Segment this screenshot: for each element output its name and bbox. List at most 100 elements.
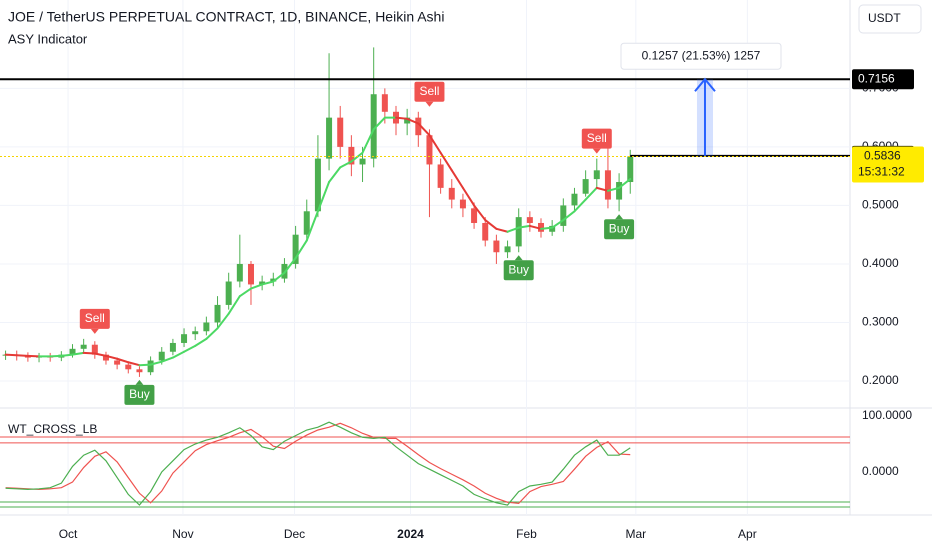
x-tick-label: Dec — [284, 527, 305, 541]
candle-body — [147, 360, 154, 373]
candle-body — [114, 360, 121, 365]
ma-segment — [606, 186, 621, 192]
ma-segment — [149, 360, 163, 366]
candle-body — [337, 117, 344, 147]
ma-segment — [428, 134, 442, 154]
ma-segment — [249, 283, 264, 290]
ma-segment — [71, 351, 85, 356]
candle-body — [303, 211, 310, 235]
last-price-box — [852, 146, 924, 183]
ma-segment — [272, 271, 286, 283]
signal-pointer — [615, 214, 624, 220]
countdown: 15:31:32 — [858, 165, 905, 179]
currency-box[interactable] — [858, 4, 922, 34]
ma-segment — [350, 151, 364, 163]
ma-segment — [484, 219, 498, 230]
signal-label: Sell — [85, 311, 105, 325]
signal-pointer — [425, 101, 434, 107]
candle-body — [504, 246, 511, 253]
plot: 0.20000.30000.40000.50000.60000.7000OctN… — [0, 0, 924, 541]
signal-label: Sell — [419, 84, 439, 98]
ma-segment — [584, 186, 598, 201]
candle-body — [582, 179, 589, 194]
signal-label: Buy — [609, 221, 630, 235]
ma-segment — [495, 227, 509, 233]
ma-segment — [283, 257, 297, 274]
ma-segment — [328, 166, 342, 184]
candle-body — [448, 187, 455, 200]
ma-segment — [227, 295, 241, 315]
candle-body — [236, 263, 243, 282]
ma-segment — [15, 354, 29, 357]
chart-subtitle: ASY Indicator — [8, 31, 88, 46]
candle-body — [259, 281, 266, 285]
ma-segment — [595, 186, 609, 192]
candle-body — [459, 199, 466, 209]
ma-segment — [551, 219, 565, 229]
y-tick-label: 0.5000 — [862, 198, 899, 212]
ma-segment — [473, 204, 487, 222]
ma-segment — [216, 312, 230, 330]
signal-label-box — [124, 384, 155, 405]
candle-body — [102, 354, 109, 361]
signal-pointer — [90, 328, 99, 334]
signal-label-box — [604, 219, 635, 240]
ma-segment — [183, 344, 197, 353]
ma-segment — [450, 169, 464, 189]
ma-segment — [82, 351, 96, 355]
ma-segment — [261, 280, 275, 286]
candle-body — [359, 158, 366, 165]
candle-body — [437, 164, 444, 188]
ma-segment — [417, 122, 431, 137]
candle-body — [125, 364, 132, 370]
currency[interactable]: USDT — [868, 11, 901, 25]
candle-body — [560, 205, 567, 226]
annotation-box — [620, 42, 782, 70]
candle-body — [538, 222, 545, 232]
candle-body — [404, 117, 411, 124]
ma-segment — [160, 356, 174, 363]
candle-body — [348, 146, 355, 165]
candle-body — [370, 94, 377, 159]
indicator-title: WT_CROSS_LB — [8, 422, 97, 436]
ma-segment — [439, 151, 453, 172]
signal-label-box — [503, 260, 534, 281]
candle-body — [627, 156, 634, 183]
candle-body — [515, 217, 522, 247]
candle-body — [549, 225, 556, 232]
ma-segment — [93, 352, 107, 357]
candle-body — [158, 351, 165, 361]
candle-body — [192, 331, 199, 335]
annotation-text: 0.1257 (21.53%) 1257 — [642, 48, 761, 62]
ma-segment — [171, 350, 186, 359]
signal-label: Sell — [587, 131, 607, 145]
signal-pointer — [514, 255, 523, 261]
ma-segment — [116, 357, 130, 364]
ma-segment — [305, 210, 319, 242]
ma-segment — [461, 186, 476, 207]
ma-segment — [138, 363, 152, 367]
candle-body — [604, 170, 611, 200]
ma-segment — [316, 181, 331, 213]
signal-label-box — [79, 308, 110, 329]
candle-body — [493, 240, 500, 253]
signal-label: Buy — [508, 262, 529, 276]
ma-segment — [60, 353, 74, 357]
ma-segment — [406, 117, 420, 125]
indicator-tick-label: 0.0000 — [862, 464, 899, 478]
arrow-head — [694, 77, 716, 92]
candle-body — [471, 208, 478, 223]
signal-label-box — [581, 128, 612, 149]
candle-body — [247, 263, 254, 285]
ma-segment — [517, 224, 531, 229]
y-tick-label: 0.3000 — [862, 315, 899, 329]
x-tick-label: 2024 — [397, 527, 424, 541]
candle-body — [270, 278, 277, 282]
y-tick-label: 0.4000 — [862, 256, 899, 270]
indicator-line — [5, 422, 631, 504]
x-tick-label: Mar — [625, 527, 646, 541]
candle-body — [571, 193, 578, 206]
ma-segment — [104, 354, 119, 360]
